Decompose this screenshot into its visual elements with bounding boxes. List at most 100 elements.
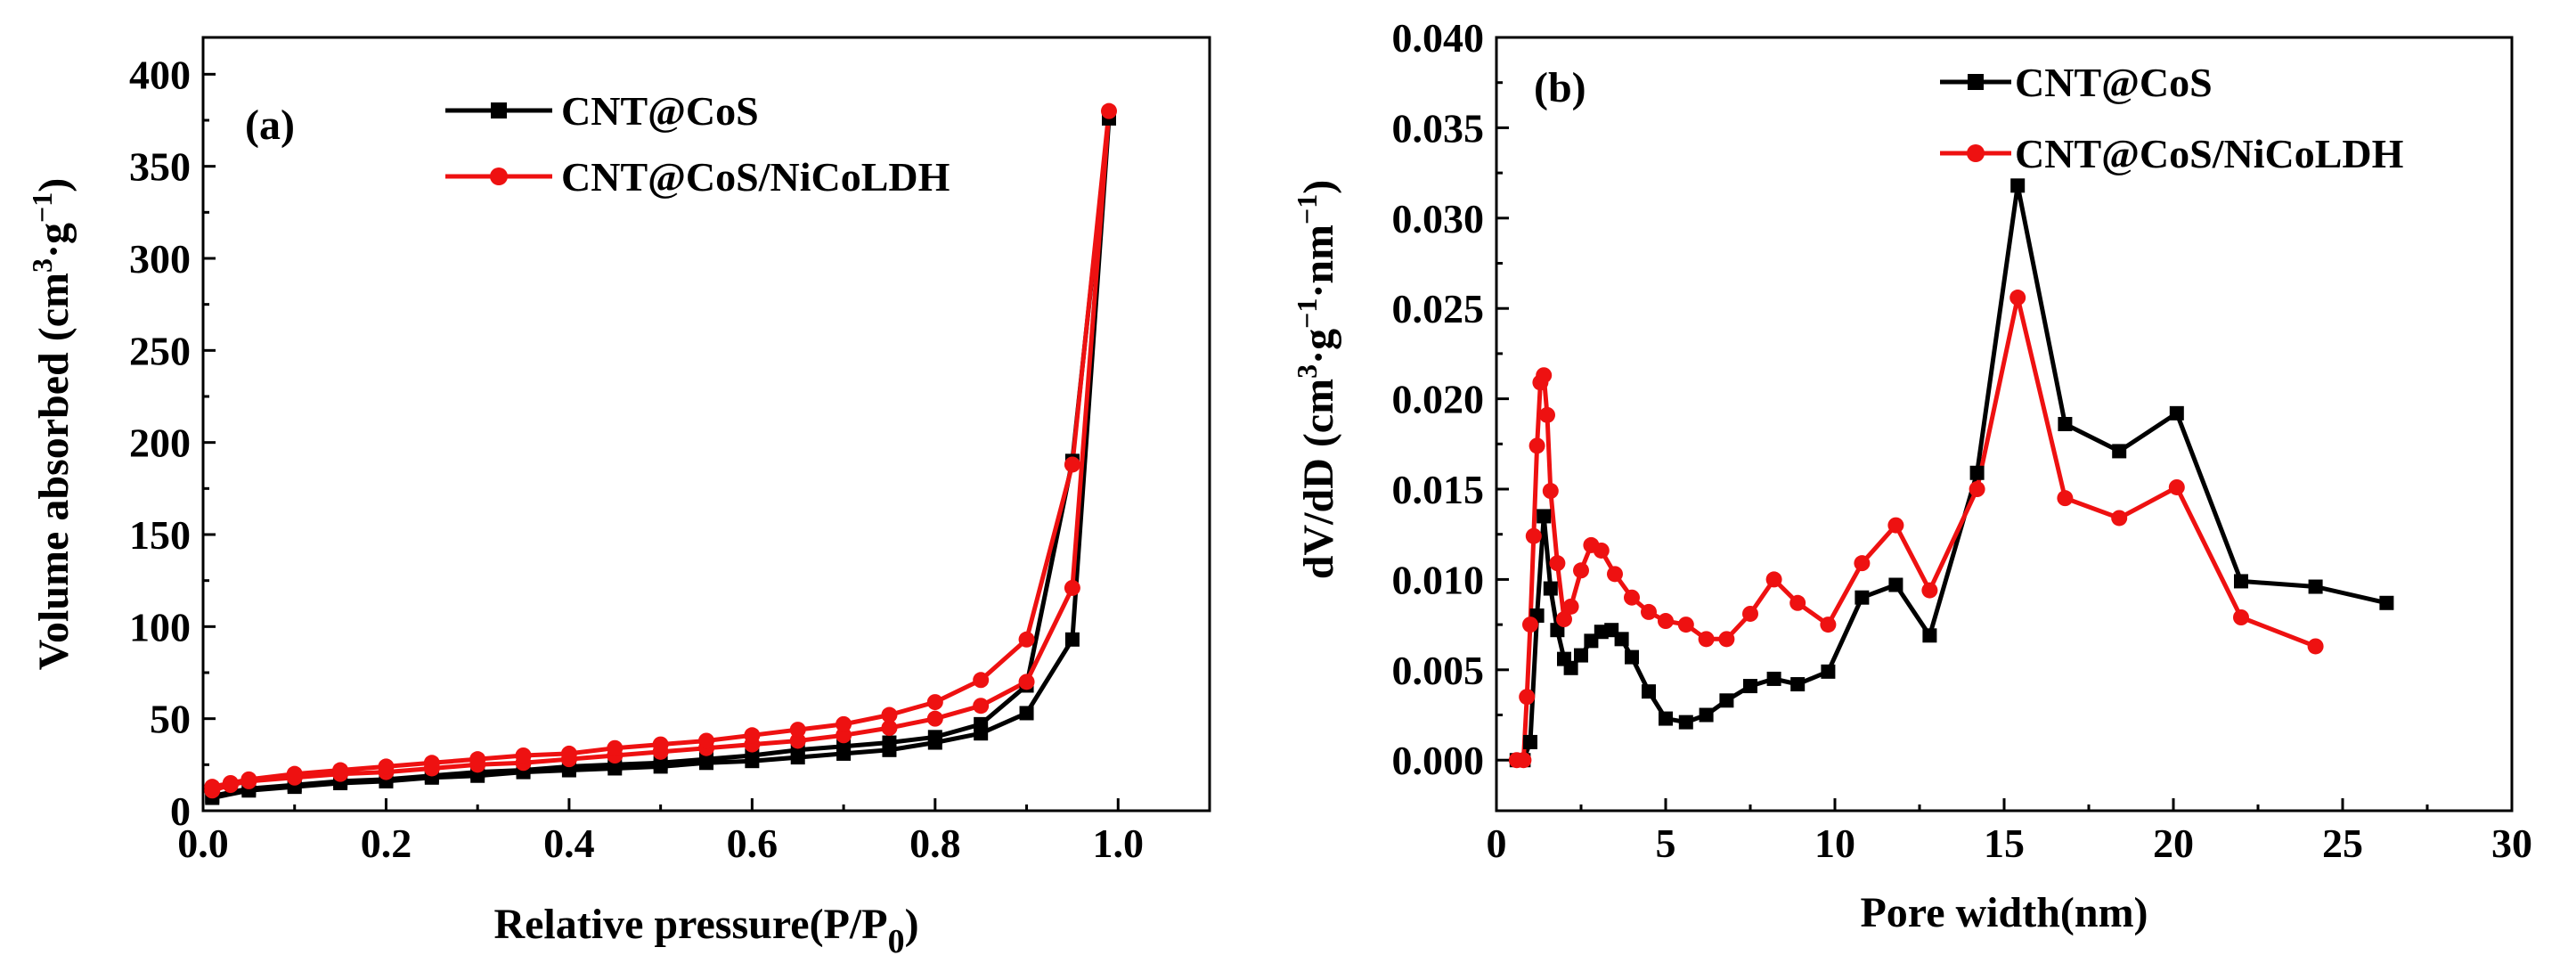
legend-a-series-2-marker [490,167,508,185]
panel-b-series-2-point-2 [1519,689,1536,706]
panel-a-chart: 0.0 0.2 0.4 0.6 0.8 1.0 0 50 100 150 200 250 300 350 4… [26,36,1211,960]
panel-b-y-tick-label-4: 0.020 [1392,377,1485,422]
panel-a-y-tick-label-6: 300 [129,236,191,282]
panel-a-x-tick-label-3: 0.6 [727,821,779,866]
panel-a-y-tick-label-8: 400 [129,52,191,97]
panel-b-y-tick-label-8: 0.040 [1392,15,1485,61]
panel-b-series-1-point-31 [2169,405,2184,421]
panel-a-x-tick-label-4: 0.8 [909,821,961,866]
panel-b-x-tick-label-0: 0 [1487,821,1507,866]
panel-a-series-2-point-40 [240,771,257,788]
panel-a-series-1-point-23 [974,716,989,731]
panel-b-series-1-point-5 [1543,581,1558,596]
panel-a-y-tick-label-7: 350 [129,144,191,190]
panel-b-series-1-point-34 [2379,595,2394,610]
panel-b-series-2-point-13 [1573,562,1589,579]
panel-b-series-1-point-18 [1699,707,1714,723]
panel-b-series-2-point-18 [1641,603,1657,620]
panel-a-y-tick-label-0: 0 [170,788,191,834]
panel-b-y-tick-label-0: 0.000 [1392,738,1485,783]
panel-b-series-1-point-2 [1523,734,1537,749]
panel-b-y-tick-label-7: 0.035 [1392,105,1485,151]
panel-b-y-tick-label-2: 0.010 [1392,557,1485,602]
panel-b-series-2-point-25 [1789,594,1806,611]
panel-b-series-1-point-8 [1563,660,1578,675]
legend-a-series-1-label: CNT@CoS [561,88,759,134]
panel-a-series-2-point-32 [607,739,624,756]
panel-a-series-2-point-15 [836,727,852,744]
legend-a-series-1-marker [491,102,507,118]
panel-a-series-2-point-16 [881,720,898,736]
panel-b-series-1-point-27 [1969,465,1985,480]
panel-a-legend: CNT@CoS CNT@CoS/NiCoLDH [445,88,950,200]
panel-b-series-2-point-31 [2009,290,2026,306]
panel-a-series-2-point-17 [926,710,943,727]
panel-b-series-1-point-15 [1642,684,1656,699]
panel-b-series-2-point-12 [1562,598,1579,615]
panel-b-series-2-point-33 [2111,510,2128,527]
panel-b-series-1-point-16 [1659,711,1673,726]
panel-b-series-2-point-11 [1556,611,1572,628]
panel-b-series-2-point-19 [1658,613,1674,630]
panel-b-series-1-point-19 [1719,693,1734,708]
panel-b-series-1-point-23 [1821,664,1836,679]
panel-b-series-2-point-7 [1536,367,1553,384]
panel-b-series-2-point-3 [1522,617,1538,633]
panel-b-series-2-point-16 [1607,566,1623,583]
panel-b-series-2-point-22 [1718,631,1735,648]
panel-b-series-1-point-30 [2112,444,2127,459]
panel-b-series-1-point-21 [1766,671,1781,686]
panel-b-label: (b) [1534,64,1586,111]
panel-a-series-1-point-19 [1064,632,1080,647]
panel-a-series-2-line [211,109,1112,793]
panel-a-series-2-point-22 [1064,456,1080,473]
panel-b-series-2-point-35 [2233,609,2249,625]
panel-b-series-2-point-15 [1593,542,1610,559]
panel-a-series-2-point-42 [204,779,221,796]
panel-b-series-1-point-32 [2234,574,2248,589]
panel-a-series-2-point-28 [789,722,806,739]
panel-a-series-2-point-36 [423,755,440,772]
panel-a-series-2-point-38 [332,762,349,779]
panel-b-series-2-point-8 [1539,406,1555,423]
panel-b-series-1-point-14 [1625,649,1639,665]
panel-a-y-tick-label-2: 100 [129,604,191,649]
panel-a-series-2-point-25 [926,694,943,711]
panel-a-series-1-point-24 [927,730,942,745]
panel-b-series-1-line [1516,183,2387,763]
panel-a-series-2-point-19 [1018,674,1035,690]
panel-b-series-2-point-1 [1515,752,1532,769]
panel-b-series-2-point-23 [1742,605,1758,622]
panel-a-x-tick-label-0: 0.0 [177,821,229,866]
panel-b-y-tick-label-3: 0.015 [1392,467,1485,512]
panel-a-series-2-point-14 [789,732,806,749]
panel-b-y-tick-label-5: 0.025 [1392,286,1485,331]
panel-b-y-axis-label: dV/dD (cm3·g−1·nm−1) [1291,180,1342,579]
panel-a-label: (a) [245,102,295,149]
panel-a-series-2-point-23 [1018,631,1035,648]
panel-b-series-2-point-4 [1525,527,1542,544]
panel-b-series-2-line [1516,295,2317,763]
panel-b-series-1-point-28 [2010,178,2026,193]
panel-b-series-2-point-10 [1549,555,1566,572]
panel-a-series-2-point-27 [836,715,852,732]
panel-b-series-1-point-13 [1614,632,1629,647]
panel-a-series-2-point-30 [698,732,714,749]
panel-a-series-2-point-29 [744,727,761,744]
panel-a-series-2-point-39 [286,765,303,782]
panel-a-series-1-point-26 [836,739,852,754]
panel-b-series-1-point-9 [1574,648,1588,663]
legend-b-series-1-label: CNT@CoS [2015,60,2213,105]
panel-a-series-1-point-28 [745,748,760,763]
panel-b-series-2-point-21 [1698,631,1715,648]
panel-b-series-2-point-24 [1765,571,1782,588]
panel-b-series-2-point-27 [1854,555,1871,572]
panel-b-x-tick-label-2: 10 [1814,821,1855,866]
panel-a-y-tick-label-1: 50 [150,697,191,742]
legend-b-series-1-marker [1968,74,1984,90]
panel-b-legend: CNT@CoS CNT@CoS/NiCoLDH [1940,60,2404,176]
panel-b-series-2-point-9 [1542,483,1559,500]
panel-b-x-axis-label: Pore width(nm) [1860,889,2148,936]
panel-a-series-2-point-18 [973,698,990,715]
